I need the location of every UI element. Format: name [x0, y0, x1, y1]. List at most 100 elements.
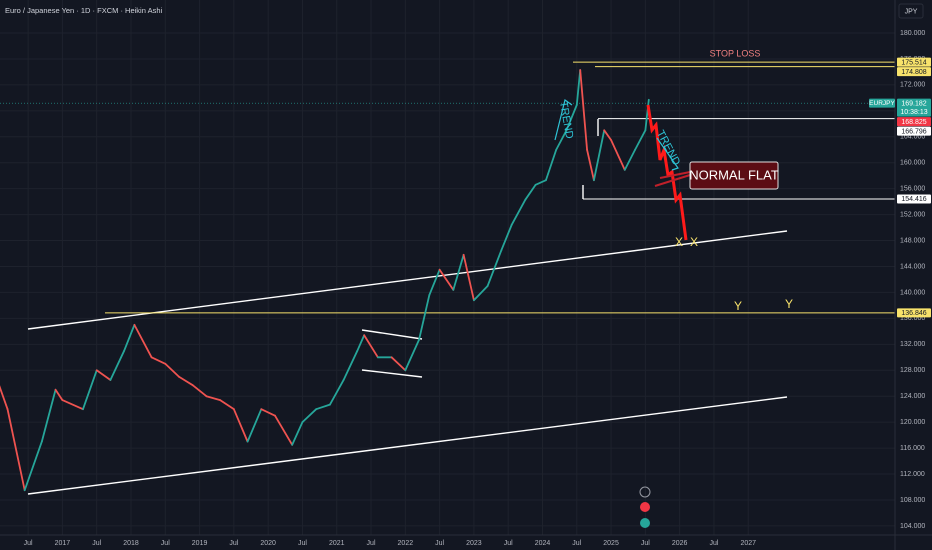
icon[interactable]: [640, 518, 650, 528]
price-series: [0, 69, 650, 492]
price-segment: [109, 349, 126, 381]
price-segment: [404, 338, 420, 372]
price-axis: [895, 0, 932, 550]
y-tick-label: 108.000: [900, 497, 925, 504]
price-segment: [82, 369, 98, 411]
price-tag-label: 136.846: [901, 310, 926, 317]
x-tick-label: Jul: [709, 540, 718, 547]
price-tag: [897, 126, 931, 136]
price-segment: [579, 69, 588, 151]
y-tick-label: 120.000: [900, 419, 925, 426]
flat-pointer: [659, 171, 691, 179]
price-segment: [634, 129, 647, 151]
price-segment: [219, 399, 235, 411]
price-tag: [897, 194, 931, 204]
price-segment: [164, 362, 180, 378]
price-segment: [428, 268, 441, 296]
flag-lower: [361, 369, 423, 378]
chart-title: Euro / Japanese Yen · 1D · FXCM · Heikin…: [5, 6, 162, 15]
price-segment: [510, 198, 527, 226]
trend-arrows: [554, 98, 679, 171]
last-price-tag: [897, 98, 931, 117]
price-tag: [897, 308, 931, 318]
y-tick-label: 140.000: [900, 289, 925, 296]
flat-pointer: [654, 174, 691, 187]
price-segment: [565, 104, 578, 132]
countdown: 10:38:13: [900, 109, 927, 116]
price-segment: [452, 253, 465, 291]
y-tick-label: 104.000: [900, 523, 925, 530]
symbol-label: EURJPY: [869, 100, 895, 107]
price-segment: [315, 403, 331, 411]
projection: [646, 104, 688, 241]
wave-label: X: [690, 235, 698, 249]
price-tag-label: 175.514: [901, 59, 926, 66]
x-tick-label: Jul: [298, 540, 307, 547]
icon[interactable]: [640, 502, 650, 512]
price-segment: [500, 224, 513, 252]
price-tag: [897, 117, 931, 127]
x-tick-label: Jul: [229, 540, 238, 547]
price-segment: [486, 249, 503, 287]
price-segment: [191, 384, 208, 398]
price-tag: [897, 57, 931, 67]
x-tick-label: 2024: [535, 540, 551, 547]
x-tick-label: Jul: [24, 540, 33, 547]
price-segment: [328, 379, 345, 406]
x-tick-label: 2027: [740, 540, 756, 547]
wave-label: Y: [734, 299, 742, 313]
price-segment: [232, 408, 249, 443]
price-segment: [178, 375, 194, 387]
price-tag-label: 174.808: [901, 69, 926, 76]
x-tick-label: 2022: [398, 540, 414, 547]
y-tick-label: 132.000: [900, 341, 925, 348]
price-tag-label: 166.796: [901, 128, 926, 135]
x-tick-label: Jul: [504, 540, 513, 547]
x-tick-label: Jul: [641, 540, 650, 547]
price-segment: [260, 408, 276, 417]
price-segment: [644, 98, 650, 132]
price-segment: [246, 408, 263, 443]
price-tag: [897, 67, 931, 77]
price-tags: 175.514 174.808 169.182 10:38:13 EURJPY 168.8…: [869, 57, 931, 318]
x-tick-label: 2021: [329, 540, 345, 547]
x-tick-label: 2026: [672, 540, 688, 547]
y-tick-label: 152.000: [900, 211, 925, 218]
icon[interactable]: [639, 486, 651, 498]
x-tick-label: 2018: [123, 540, 139, 547]
y-tick-label: 116.000: [900, 445, 925, 452]
price-segment: [61, 399, 84, 411]
price-segment: [6, 408, 26, 492]
price-segment: [150, 356, 167, 365]
channel-lower: [27, 396, 788, 495]
flag-upper: [361, 329, 423, 340]
price-segment: [95, 369, 112, 381]
x-tick-label: 2019: [192, 540, 208, 547]
currency-box[interactable]: [898, 3, 924, 19]
price-segment: [342, 349, 359, 381]
y-tick-label: 124.000: [900, 393, 925, 400]
price-segment: [545, 148, 558, 182]
wave-label: Y: [785, 297, 793, 311]
price-segment: [0, 385, 9, 411]
x-tick-label: 2023: [466, 540, 482, 547]
price-segment: [610, 139, 626, 171]
y-tick-label: 164.000: [900, 134, 925, 141]
x-tick-label: Jul: [572, 540, 581, 547]
price-segment: [534, 179, 547, 186]
y-tick-label: 180.000: [900, 30, 925, 37]
price-segment: [54, 388, 64, 401]
x-tick-label: Jul: [92, 540, 101, 547]
x-tick-label: Jul: [161, 540, 170, 547]
stop-loss-label: STOP LOSS: [710, 48, 761, 58]
price-segment: [123, 323, 136, 352]
currency: JPY: [905, 8, 918, 15]
y-tick-label: 160.000: [900, 160, 925, 167]
x-tick-label: 2020: [260, 540, 276, 547]
price-segment: [473, 285, 489, 302]
price-segment: [438, 268, 455, 291]
y-tick-label: 112.000: [900, 471, 925, 478]
price-segment: [291, 421, 304, 446]
